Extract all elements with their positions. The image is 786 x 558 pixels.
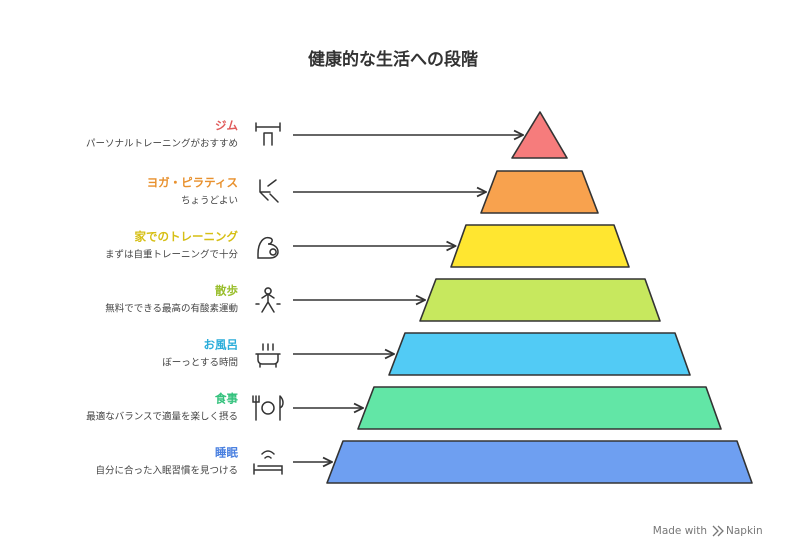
level-label: 睡眠 — [215, 446, 238, 460]
footer-brand: Napkin — [726, 525, 763, 537]
level-icon — [253, 450, 283, 475]
level-icon — [255, 343, 281, 368]
level-description: 無料でできる最高の有酸素運動 — [105, 303, 238, 315]
level-label: ヨガ・ピラティス — [147, 176, 238, 190]
pyramid-tier — [450, 224, 630, 268]
icon-path — [255, 343, 281, 368]
pyramid-tier — [419, 278, 661, 322]
level-icon — [259, 179, 279, 203]
level-label: ジム — [215, 119, 238, 133]
footer-made-with: Made with — [653, 525, 707, 537]
level-description: 最適なバランスで適量を楽しく摂る — [86, 411, 238, 423]
level-description: ちょうどよい — [181, 196, 238, 207]
level-description: ぼーっとする時間 — [162, 358, 238, 369]
pyramid-tier — [326, 440, 753, 484]
icon-path — [253, 450, 283, 475]
level-icon — [255, 287, 281, 313]
level-label: 家でのトレーニング — [135, 230, 239, 244]
level-description: まずは自重トレーニングで十分 — [105, 249, 239, 261]
level-icon — [252, 395, 284, 421]
icon-path — [257, 236, 279, 259]
pyramid-tier — [357, 386, 722, 430]
icon-path — [252, 395, 284, 421]
level-label: 散歩 — [215, 284, 238, 298]
pyramid-tier — [511, 111, 568, 159]
icon-path — [255, 287, 281, 313]
level-icon — [255, 122, 281, 146]
icon-path — [255, 122, 281, 146]
level-description: 自分に合った入眠習慣を見つける — [95, 465, 238, 477]
level-label: お風呂 — [204, 338, 239, 352]
level-icon — [257, 236, 279, 259]
icon-path — [259, 179, 279, 203]
title: 健康的な生活への段階 — [308, 49, 478, 70]
napkin-logo — [712, 525, 724, 537]
footer: Made with Napkin — [653, 525, 763, 537]
pyramid-tier — [388, 332, 691, 376]
level-description: パーソナルトレーニングがおすすめ — [86, 138, 238, 150]
pyramid-tier — [480, 170, 599, 214]
level-label: 食事 — [215, 392, 238, 406]
